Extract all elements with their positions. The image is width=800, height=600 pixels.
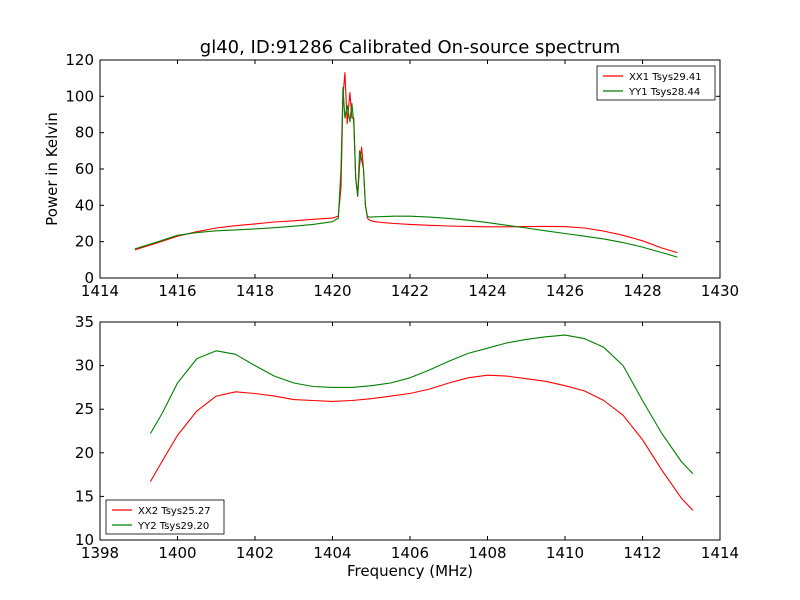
x-tick-label: 1414 bbox=[81, 282, 119, 300]
legend-label: XX1 Tsys29.41 bbox=[629, 72, 702, 83]
x-tick-label: 1402 bbox=[236, 544, 274, 562]
x-tick-label: 1426 bbox=[546, 282, 584, 300]
x-tick-label: 1412 bbox=[623, 544, 661, 562]
y-tick-label: 30 bbox=[75, 357, 94, 375]
chart-panel-1: 1414 1416 1418 1420 1422 1424 1426 1428 1430 0 20 4… bbox=[43, 37, 739, 300]
y-tick-label: 80 bbox=[75, 124, 94, 142]
x-tick-label: 1398 bbox=[81, 544, 119, 562]
x-tick-label: 1428 bbox=[623, 282, 661, 300]
x-tick-label: 1424 bbox=[468, 282, 506, 300]
x-axis-label: Frequency (MHz) bbox=[347, 562, 473, 580]
chart-title: gl40, ID:91286 Calibrated On-source spec… bbox=[200, 37, 620, 58]
x-tick-label: 1404 bbox=[313, 544, 351, 562]
y-tick-label: 120 bbox=[65, 51, 94, 69]
legend-frame bbox=[105, 499, 225, 535]
x-tick-label: 1416 bbox=[158, 282, 196, 300]
series-line-1 bbox=[149, 374, 694, 511]
y-tick-label: 15 bbox=[75, 487, 94, 505]
x-tick-label: 1414 bbox=[701, 544, 739, 562]
x-tick-label: 1400 bbox=[158, 544, 196, 562]
chart-panel-2: 1398 1400 1402 1404 1406 1408 1410 1412 1414 10 15… bbox=[75, 313, 739, 580]
y-tick-label: 25 bbox=[75, 400, 94, 418]
legend: XX1 Tsys29.41 YY1 Tsys28.44 bbox=[596, 65, 716, 101]
x-tick-label: 1422 bbox=[391, 282, 429, 300]
y-tick-label: 35 bbox=[75, 313, 94, 331]
x-tick-label: 1408 bbox=[468, 544, 506, 562]
legend-label: YY2 Tsys29.20 bbox=[137, 521, 209, 532]
y-tick-label: 40 bbox=[75, 196, 94, 214]
series-line-2 bbox=[134, 86, 678, 258]
x-tick-label: 1410 bbox=[546, 544, 584, 562]
x-tick-label: 1418 bbox=[236, 282, 274, 300]
y-tick-label: 10 bbox=[75, 531, 94, 549]
legend-label: YY1 Tsys28.44 bbox=[628, 87, 700, 98]
series-line-1 bbox=[134, 72, 678, 254]
legend-frame bbox=[596, 65, 716, 101]
x-tick-label: 1406 bbox=[391, 544, 429, 562]
legend: XX2 Tsys25.27 YY2 Tsys29.20 bbox=[105, 499, 225, 535]
x-tick-label: 1430 bbox=[701, 282, 739, 300]
y-axis-label: Power in Kelvin bbox=[43, 112, 61, 226]
y-tick-label: 0 bbox=[84, 269, 94, 287]
legend-label: XX2 Tsys25.27 bbox=[138, 506, 211, 517]
y-tick-label: 20 bbox=[75, 233, 94, 251]
x-tick-label: 1420 bbox=[313, 282, 351, 300]
y-tick-label: 60 bbox=[75, 160, 94, 178]
y-tick-label: 100 bbox=[65, 87, 94, 105]
y-tick-label: 20 bbox=[75, 444, 94, 462]
series-line-2 bbox=[149, 334, 694, 475]
